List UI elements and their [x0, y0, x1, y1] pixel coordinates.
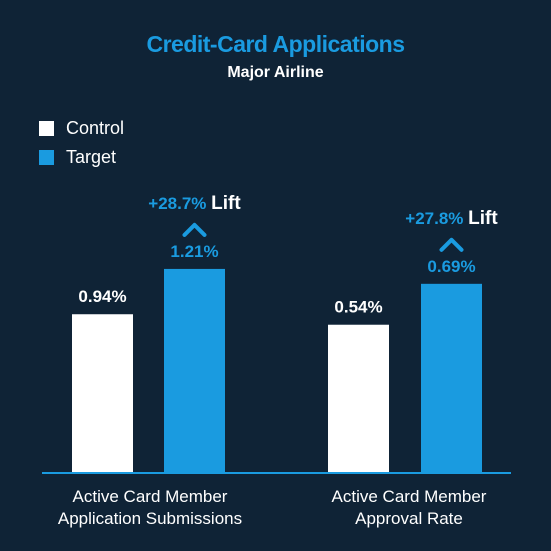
- legend-label-control: Control: [66, 118, 125, 138]
- chart-title: Credit-Card Applications: [146, 31, 405, 57]
- value-label-control-approval: 0.54%: [334, 298, 382, 317]
- bar-control-submissions: [72, 314, 133, 472]
- lift-value-approval: +27.8%: [405, 209, 468, 228]
- lift-word-approval: Lift: [468, 208, 498, 229]
- value-label-target-approval: 0.69%: [427, 257, 475, 276]
- lift-label-approval: +27.8% Lift: [405, 208, 498, 229]
- lift-word-submissions: Lift: [211, 193, 241, 214]
- bar-target-submissions: [164, 268, 225, 472]
- category-label-approval-line2: Approval Rate: [355, 509, 463, 528]
- lift-label-submissions: +28.7% Lift: [148, 193, 241, 214]
- category-label-submissions-line2: Application Submissions: [57, 509, 243, 528]
- lift-chevron-icon-approval: [439, 237, 464, 252]
- bar-target-approval: [421, 283, 482, 472]
- category-label-approval: Active Card Member Approval Rate: [289, 486, 529, 530]
- category-label-submissions-line1: Active Card Member: [72, 487, 228, 506]
- legend-label-target: Target: [66, 147, 117, 167]
- legend-item-control: Control: [39, 114, 124, 143]
- chart-subtitle: Major Airline: [227, 64, 324, 81]
- legend: Control Target: [39, 114, 124, 172]
- category-label-approval-line1: Active Card Member: [331, 487, 487, 506]
- value-label-control-submissions: 0.94%: [78, 287, 126, 306]
- legend-swatch-target: [39, 150, 54, 165]
- lift-chevron-icon-submissions: [182, 222, 207, 237]
- legend-swatch-control: [39, 121, 54, 136]
- lift-value-submissions: +28.7%: [148, 194, 211, 213]
- legend-item-target: Target: [39, 143, 124, 172]
- value-label-target-submissions: 1.21%: [170, 242, 218, 261]
- category-label-submissions: Active Card Member Application Submissio…: [30, 486, 270, 530]
- bar-control-approval: [328, 324, 389, 472]
